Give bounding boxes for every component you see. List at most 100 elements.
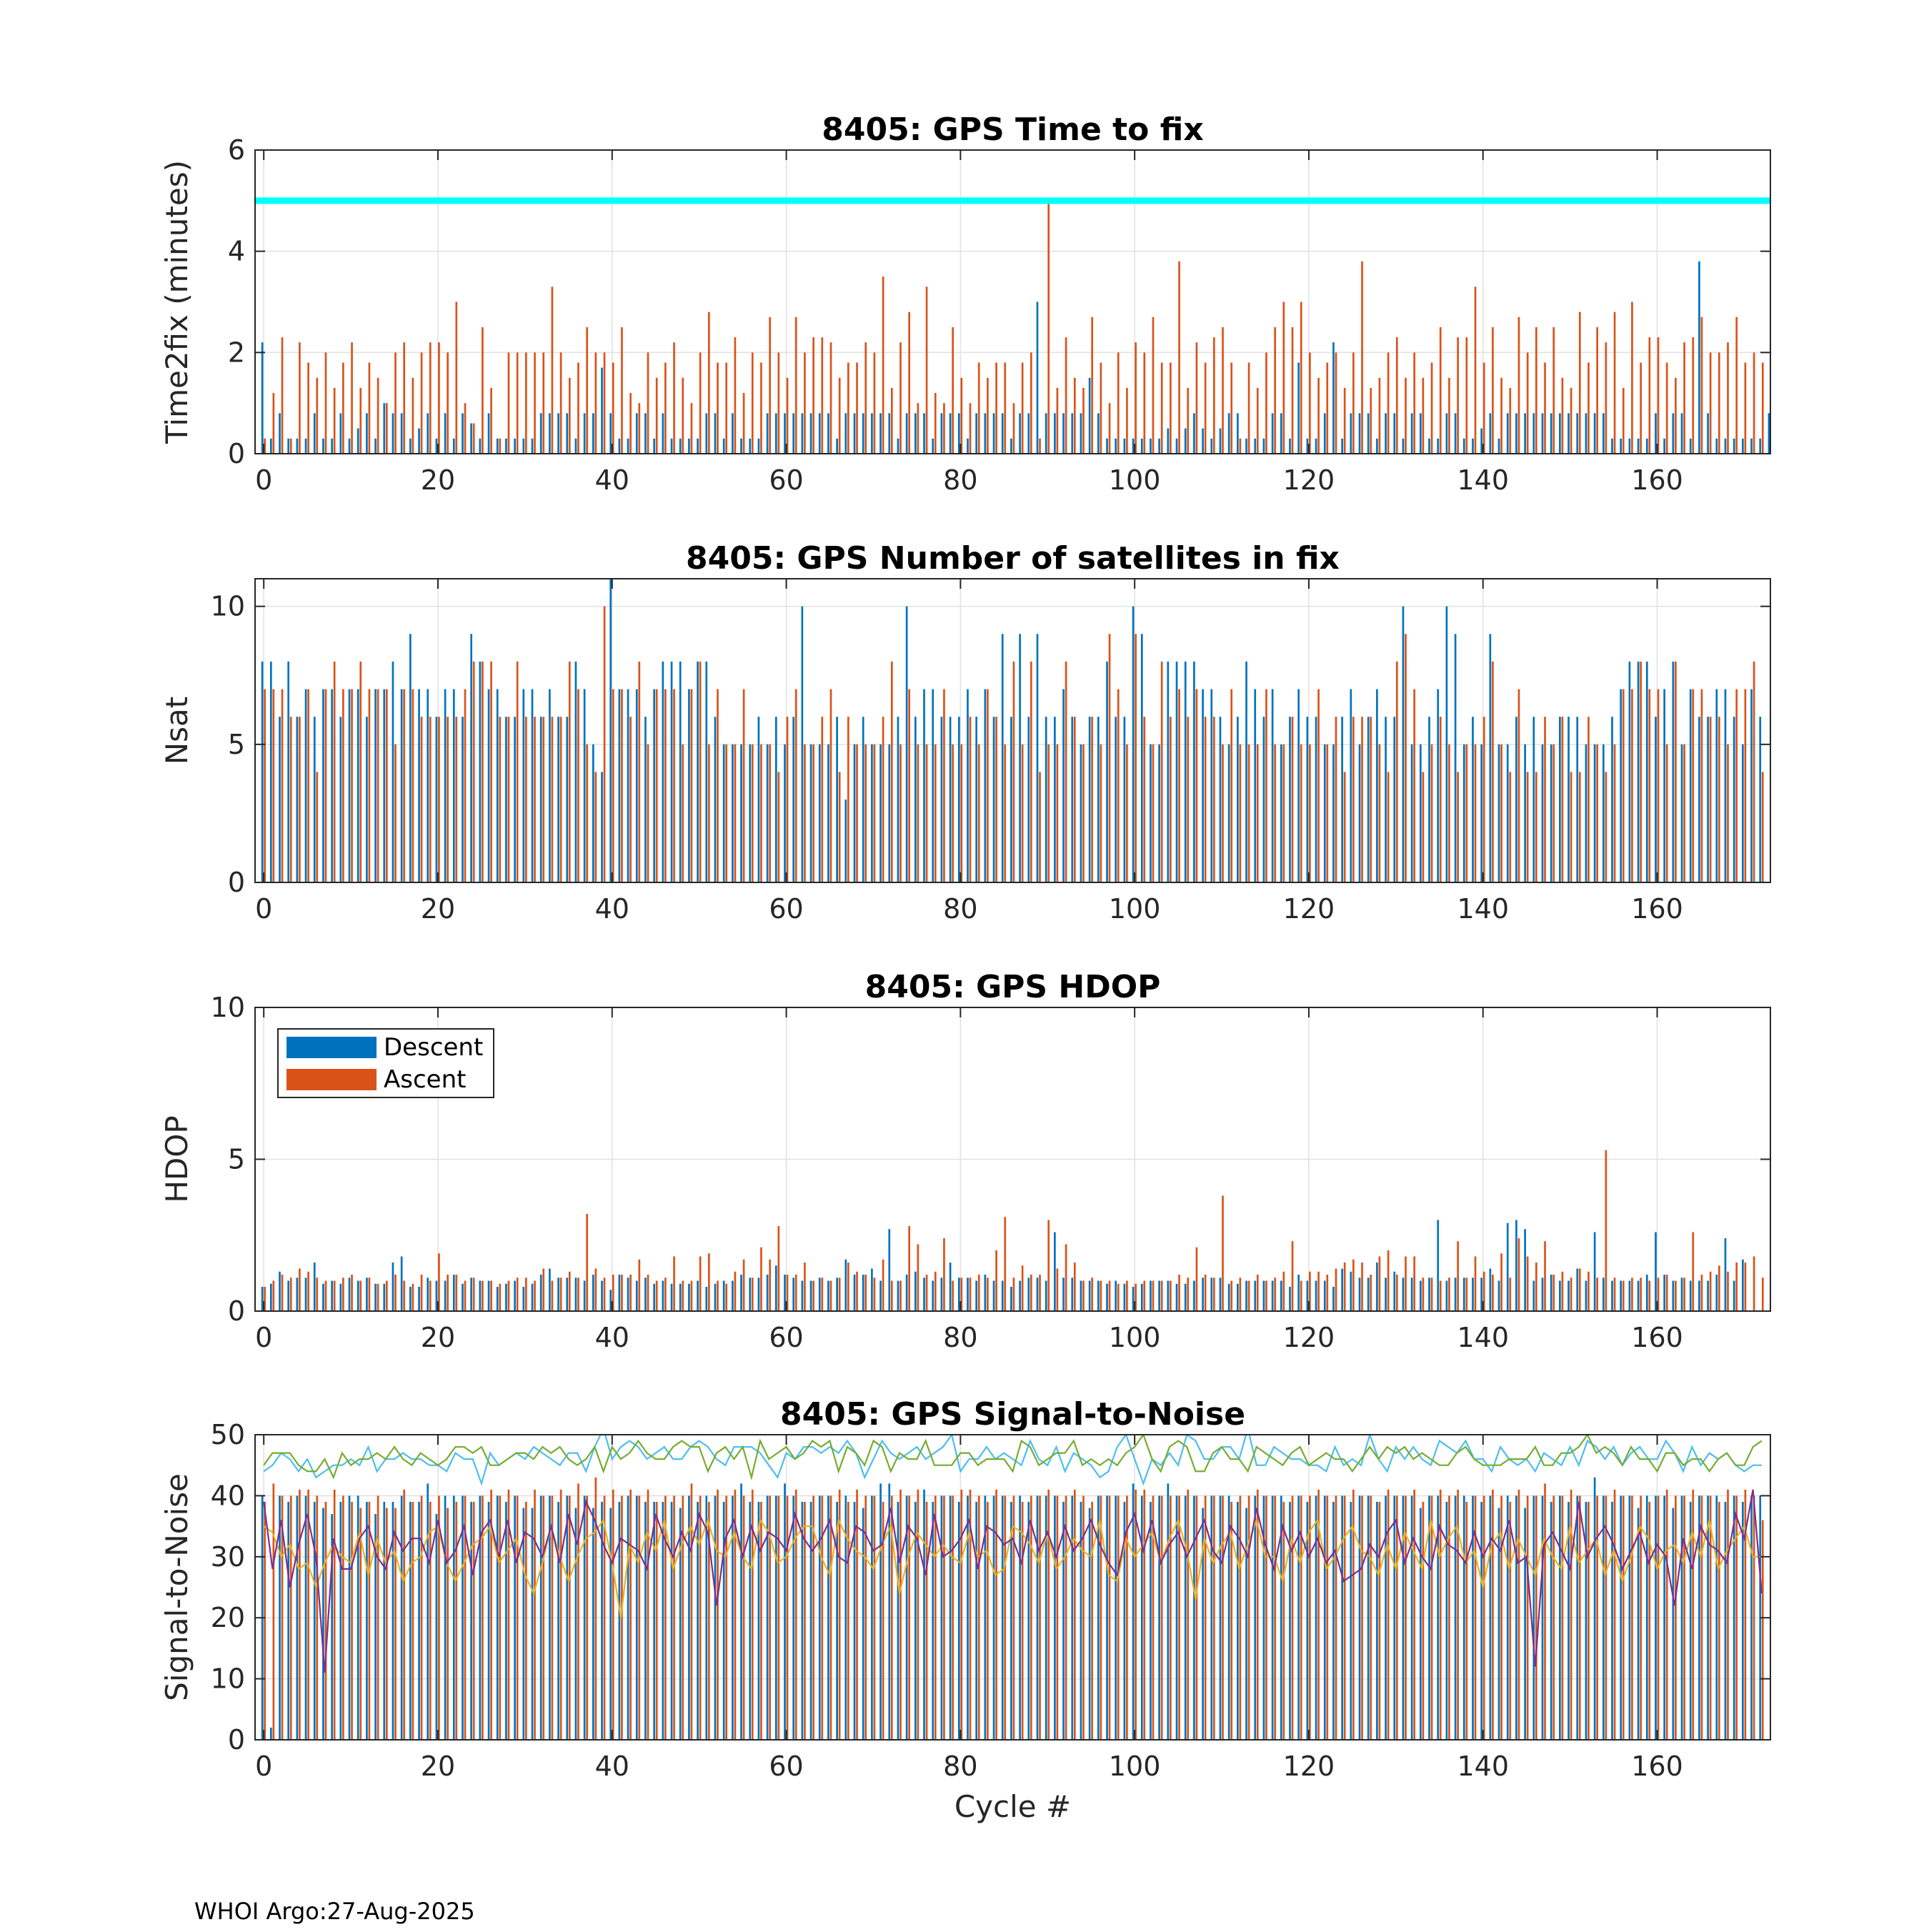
bar-descent [844,1259,847,1311]
bar-ascent [1082,744,1085,882]
bar-descent [1585,744,1587,882]
bar-descent [479,1280,482,1311]
bar-ascent [1039,438,1041,454]
bar-descent [1472,1495,1474,1740]
bar-descent [1175,661,1178,882]
bar-descent [531,689,534,882]
bar-descent [557,1278,559,1311]
bar-descent [1036,1495,1039,1740]
bar-ascent [342,1495,344,1740]
bar-ascent [1648,1280,1651,1311]
bar-descent [1227,1283,1230,1311]
bar-ascent [1247,362,1250,454]
bar-descent [836,717,838,882]
bar-ascent [603,352,606,454]
bar-ascent [647,744,649,882]
bar-descent [1150,1280,1152,1311]
bar-ascent [542,717,545,882]
bar-ascent [1073,1263,1076,1311]
bar-descent [1454,634,1457,882]
bar-ascent [307,1489,309,1740]
y-tick-label: 4 [228,236,245,267]
bar-ascent [1065,661,1067,882]
bar-descent [1532,717,1535,882]
bar-descent [479,1495,482,1740]
bar-ascent [987,1501,989,1740]
bar-ascent [769,317,771,454]
bar-ascent [289,1278,292,1311]
bar-ascent [542,1268,545,1311]
bar-ascent [385,689,388,882]
bar-descent [923,1278,925,1311]
bar-descent [1428,1495,1430,1740]
y-tick-label: 2 [228,337,245,368]
bar-ascent [1274,1278,1276,1311]
bar-descent [670,661,673,882]
bar-ascent [1561,717,1564,882]
bar-descent [1280,1495,1282,1740]
bar-descent [1167,428,1170,454]
bar-ascent [1657,689,1660,882]
bar-descent [1550,1501,1552,1740]
bar-ascent [1622,1280,1625,1311]
bar-descent [1724,1501,1727,1740]
bar-descent [1428,717,1430,882]
bar-ascent [438,342,440,454]
bar-descent [304,689,307,882]
bar-ascent [377,689,379,882]
bar-descent [279,1495,281,1740]
bar-descent [757,438,760,454]
bar-ascent [516,1495,519,1740]
bar-descent [1115,438,1117,454]
bar-ascent [777,352,780,454]
bar-descent [1698,1495,1700,1740]
bar-ascent [1509,1278,1512,1311]
bar-descent [1645,438,1648,454]
bar-ascent [1021,1265,1024,1311]
bar-ascent [1500,744,1502,882]
bar-ascent [734,744,737,882]
bar-ascent [751,1489,754,1740]
bar-ascent [1021,362,1024,454]
bar-descent [1376,1501,1378,1740]
bar-ascent [1239,1495,1242,1740]
bar-ascent [725,1495,728,1740]
bar-descent [1350,1271,1352,1311]
bar-ascent [499,1495,502,1740]
bar-ascent [1108,403,1111,454]
bar-ascent [621,1495,623,1740]
bar-descent [1376,1263,1378,1311]
bar-ascent [299,717,301,882]
bar-descent [1707,1495,1709,1740]
bar-ascent [316,1495,319,1740]
bar-descent [452,1495,455,1740]
bar-descent [844,800,847,882]
x-tick-label: 80 [943,893,977,925]
bar-descent [1210,689,1213,882]
bar-descent [322,438,324,454]
bar-ascent [1135,342,1137,454]
bars-group [261,1435,1764,1740]
bar-descent [809,1280,812,1311]
bar-descent [1655,717,1657,882]
bar-descent [313,1501,316,1740]
bar-descent [1210,1495,1213,1740]
bar-ascent [1082,1280,1085,1311]
bar-ascent [1117,689,1120,882]
bar-ascent [742,1495,745,1740]
bar-descent [339,1501,342,1740]
bar-descent [392,1501,394,1740]
bar-ascent [368,689,371,882]
bar-descent [1036,1278,1039,1311]
bar-descent [609,1508,612,1740]
bar-descent [1385,1495,1387,1740]
bar-ascent [960,744,963,882]
bar-ascent [847,1263,849,1311]
bar-ascent [1683,744,1685,882]
bar-descent [809,744,812,882]
bar-ascent [925,1275,928,1311]
bar-ascent [1683,342,1685,454]
y-tick-label: 20 [211,1602,245,1633]
bar-descent [722,744,725,882]
bar-ascent [1091,1278,1094,1311]
